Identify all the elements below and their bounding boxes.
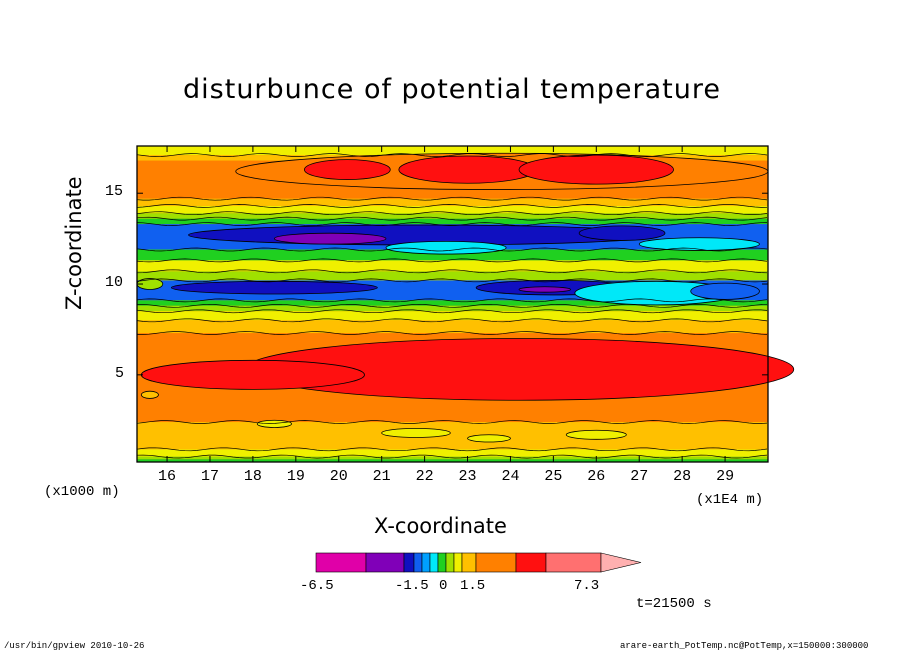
contour-line-2	[136, 204, 768, 208]
field-band-15	[137, 422, 768, 450]
x-tick-label: 23	[458, 468, 477, 485]
x-tick-label: 20	[329, 468, 348, 485]
x-tick-label: 24	[501, 468, 520, 485]
colorbar-arrow	[600, 552, 642, 573]
field-band-3	[137, 205, 768, 214]
field-region-6	[578, 225, 666, 241]
x-axis-unit: (x1000 m)	[44, 484, 120, 500]
contour-line-12	[136, 309, 768, 314]
colorbar-swatch-9	[461, 552, 477, 573]
y-tick-label: 5	[115, 364, 125, 382]
colorbar-swatch-8	[453, 552, 463, 573]
colorbar-swatch-3	[413, 552, 423, 573]
x-tick-label: 22	[415, 468, 434, 485]
x-tick-label: 25	[544, 468, 563, 485]
x-axis-scale: (x1E4 m)	[696, 492, 764, 508]
contour-line-1	[136, 196, 768, 201]
field-region-5	[273, 232, 387, 245]
field-region-18	[381, 428, 451, 438]
contour-line-9	[136, 278, 768, 283]
field-region-7	[385, 240, 507, 255]
x-tick-label: 28	[673, 468, 692, 485]
contour-line-11	[137, 303, 768, 308]
x-tick-label: 17	[200, 468, 219, 485]
field-band-0	[137, 146, 768, 156]
field-band-11	[137, 300, 768, 306]
field-band-18	[137, 459, 768, 462]
field-band-14	[137, 320, 768, 334]
plot-frame	[136, 145, 769, 463]
field-band-4	[137, 213, 768, 219]
colorbar-swatch-12	[545, 552, 602, 573]
field-region-21	[140, 390, 159, 399]
field-band-12	[137, 305, 768, 312]
x-tick-label: 21	[372, 468, 391, 485]
colorbar-swatch-4	[421, 552, 431, 573]
footer-right: arare-earth_PotTemp.nc@PotTemp,x=150000:…	[620, 641, 869, 651]
field-region-20	[565, 429, 627, 440]
x-tick-label: 26	[587, 468, 606, 485]
colorbar-swatch-0	[315, 552, 367, 573]
contour-line-4	[136, 216, 768, 221]
contour-line-5	[136, 222, 768, 226]
colorbar-label: 1.5	[460, 578, 486, 594]
field-region-17	[256, 419, 292, 428]
contour-line-15	[136, 420, 768, 424]
colorbar-swatch-11	[515, 552, 547, 573]
contour-line-0	[136, 153, 768, 157]
y-tick-label: 15	[105, 183, 124, 201]
footer-left: /usr/bin/gpview 2010-10-26	[4, 641, 145, 651]
colorbar-swatch-5	[429, 552, 439, 573]
field-band-13	[137, 311, 768, 321]
colorbar-label: -6.5	[300, 578, 334, 594]
x-tick-label: 16	[158, 468, 177, 485]
x-tick-label: 19	[286, 468, 305, 485]
field-band-7	[137, 249, 768, 261]
colorbar-swatch-6	[437, 552, 447, 573]
colorbar-swatch-1	[365, 552, 405, 573]
field-region-2	[398, 155, 537, 184]
colorbar-swatch-7	[445, 552, 455, 573]
field-band-16	[137, 449, 768, 457]
colorbar-swatch-10	[475, 552, 517, 573]
field-region-3	[518, 154, 674, 185]
field-band-8	[137, 260, 768, 272]
x-axis-label: X-coordinate	[374, 514, 507, 538]
field-band-9	[137, 271, 768, 281]
colorbar-label: 0	[439, 578, 448, 594]
time-label: t=21500 s	[636, 596, 712, 612]
x-tick-label: 18	[243, 468, 262, 485]
contour-line-3	[136, 211, 768, 216]
chart-title: disturbunce of potential temperature	[183, 74, 721, 105]
field-band-5	[137, 218, 768, 225]
y-axis-label: Z-coordinate	[62, 176, 86, 310]
field-region-8	[638, 237, 760, 251]
field-region-11	[518, 286, 571, 293]
field-region-16	[140, 359, 365, 390]
field-region-9	[170, 280, 378, 295]
contour-line-10	[136, 298, 768, 303]
contour-line-7	[136, 258, 768, 263]
x-tick-label: 29	[716, 468, 735, 485]
field-band-2	[137, 198, 768, 206]
x-tick-label: 27	[630, 468, 649, 485]
colorbar-label: 7.3	[574, 578, 600, 594]
colorbar-label: -1.5	[395, 578, 429, 594]
field-region-1	[304, 159, 391, 180]
colorbar-swatch-2	[403, 552, 415, 573]
contour-line-6	[136, 247, 768, 252]
y-tick-label: 10	[105, 274, 124, 292]
contour-line-17	[136, 454, 768, 459]
contour-line-13	[136, 318, 768, 323]
contour-line-14	[137, 331, 768, 335]
field-region-13	[690, 282, 760, 300]
contour-line-16	[136, 447, 768, 452]
field-region-19	[467, 434, 511, 443]
contour-line-8	[136, 269, 768, 274]
